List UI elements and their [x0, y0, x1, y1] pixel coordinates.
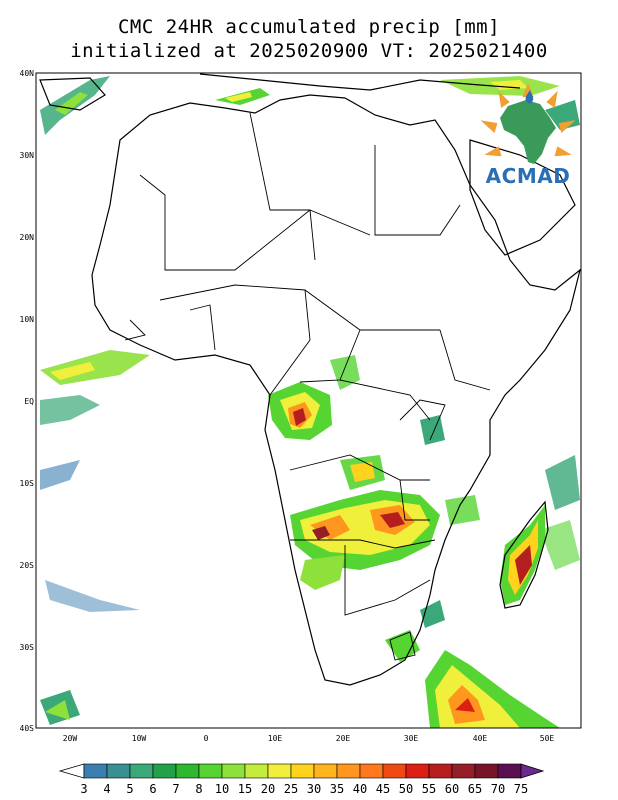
lat-label: 40S: [19, 724, 34, 733]
lat-label: 10N: [19, 315, 34, 324]
colorbar-tick-label: 75: [513, 782, 529, 796]
lat-label: EQ: [24, 397, 34, 406]
colorbar-swatch: [152, 763, 177, 779]
lat-label: 30S: [19, 643, 34, 652]
colorbar-swatch: [451, 763, 476, 779]
colorbar-tick-label: 40: [352, 782, 368, 796]
europe-med-outline: [199, 73, 521, 91]
colorbar-swatch: [313, 763, 338, 779]
lat-label: 20S: [19, 561, 34, 570]
lon-label: 50E: [539, 734, 555, 743]
colorbar-tick-label: 35: [329, 782, 345, 796]
colorbar-swatch: [129, 763, 154, 779]
colorbar-tick-label: 50: [398, 782, 414, 796]
colorbar-tick-label: 7: [172, 782, 180, 796]
africa-coastline: [91, 94, 581, 686]
lon-label: 10W: [131, 734, 147, 743]
colorbar-swatch: [382, 763, 407, 779]
colorbar-arrow-high: [520, 763, 545, 779]
madagascar-outline: [499, 500, 549, 609]
lon-label: 40E: [472, 734, 488, 743]
iberia-outline: [39, 77, 106, 111]
colorbar-tick-label: 3: [80, 782, 88, 796]
colorbar-swatch: [497, 763, 522, 779]
colorbar-tick-label: 10: [214, 782, 230, 796]
colorbar-tick-label: 8: [195, 782, 203, 796]
colorbar-tick-label: 70: [490, 782, 506, 796]
africa-map-icon: [480, 84, 576, 164]
colorbar-tick-label: 25: [283, 782, 299, 796]
map-title-line2: initialized at 2025020900 VT: 2025021400: [70, 40, 548, 62]
colorbar-tick-label: 45: [375, 782, 391, 796]
colorbar-swatch: [267, 763, 292, 779]
colorbar-swatch: [83, 763, 108, 779]
lon-label: 20E: [335, 734, 351, 743]
map-title-line1: CMC 24HR accumulated precip [mm]: [117, 16, 501, 38]
map-frame: [35, 72, 582, 729]
colorbar-swatch: [106, 763, 131, 779]
colorbar-swatch: [405, 763, 430, 779]
colorbar-swatch: [428, 763, 453, 779]
borders: [124, 112, 491, 661]
lon-label: 30E: [403, 734, 419, 743]
colorbar-tick-label: 20: [260, 782, 276, 796]
colorbar-tick-label: 30: [306, 782, 322, 796]
lat-label: 20N: [19, 233, 34, 242]
colorbar-tick-label: 65: [467, 782, 483, 796]
lon-label: 10E: [267, 734, 283, 743]
colorbar-swatch: [290, 763, 315, 779]
lat-label: 40N: [19, 69, 34, 78]
lon-label: 20W: [62, 734, 78, 743]
colorbar-swatch: [336, 763, 361, 779]
colorbar-swatch: [359, 763, 384, 779]
colorbar-swatch: [175, 763, 200, 779]
lat-label: 10S: [19, 479, 34, 488]
colorbar-arrow-low: [58, 763, 85, 779]
colorbar-tick-label: 15: [237, 782, 253, 796]
lon-label: 0: [203, 734, 209, 743]
acmad-logo-text: ACMAD: [485, 164, 571, 188]
colorbar-tick-label: 5: [126, 782, 134, 796]
colorbar-swatch: [474, 763, 499, 779]
colorbar-swatch: [221, 763, 246, 779]
colorbar-tick-label: 55: [421, 782, 437, 796]
colorbar-swatch: [244, 763, 269, 779]
colorbar-tick-label: 6: [149, 782, 157, 796]
lat-label: 30N: [19, 151, 34, 160]
colorbar-tick-label: 60: [444, 782, 460, 796]
colorbar-tick-label: 4: [103, 782, 111, 796]
colorbar: [58, 763, 545, 779]
colorbar-swatch: [198, 763, 223, 779]
